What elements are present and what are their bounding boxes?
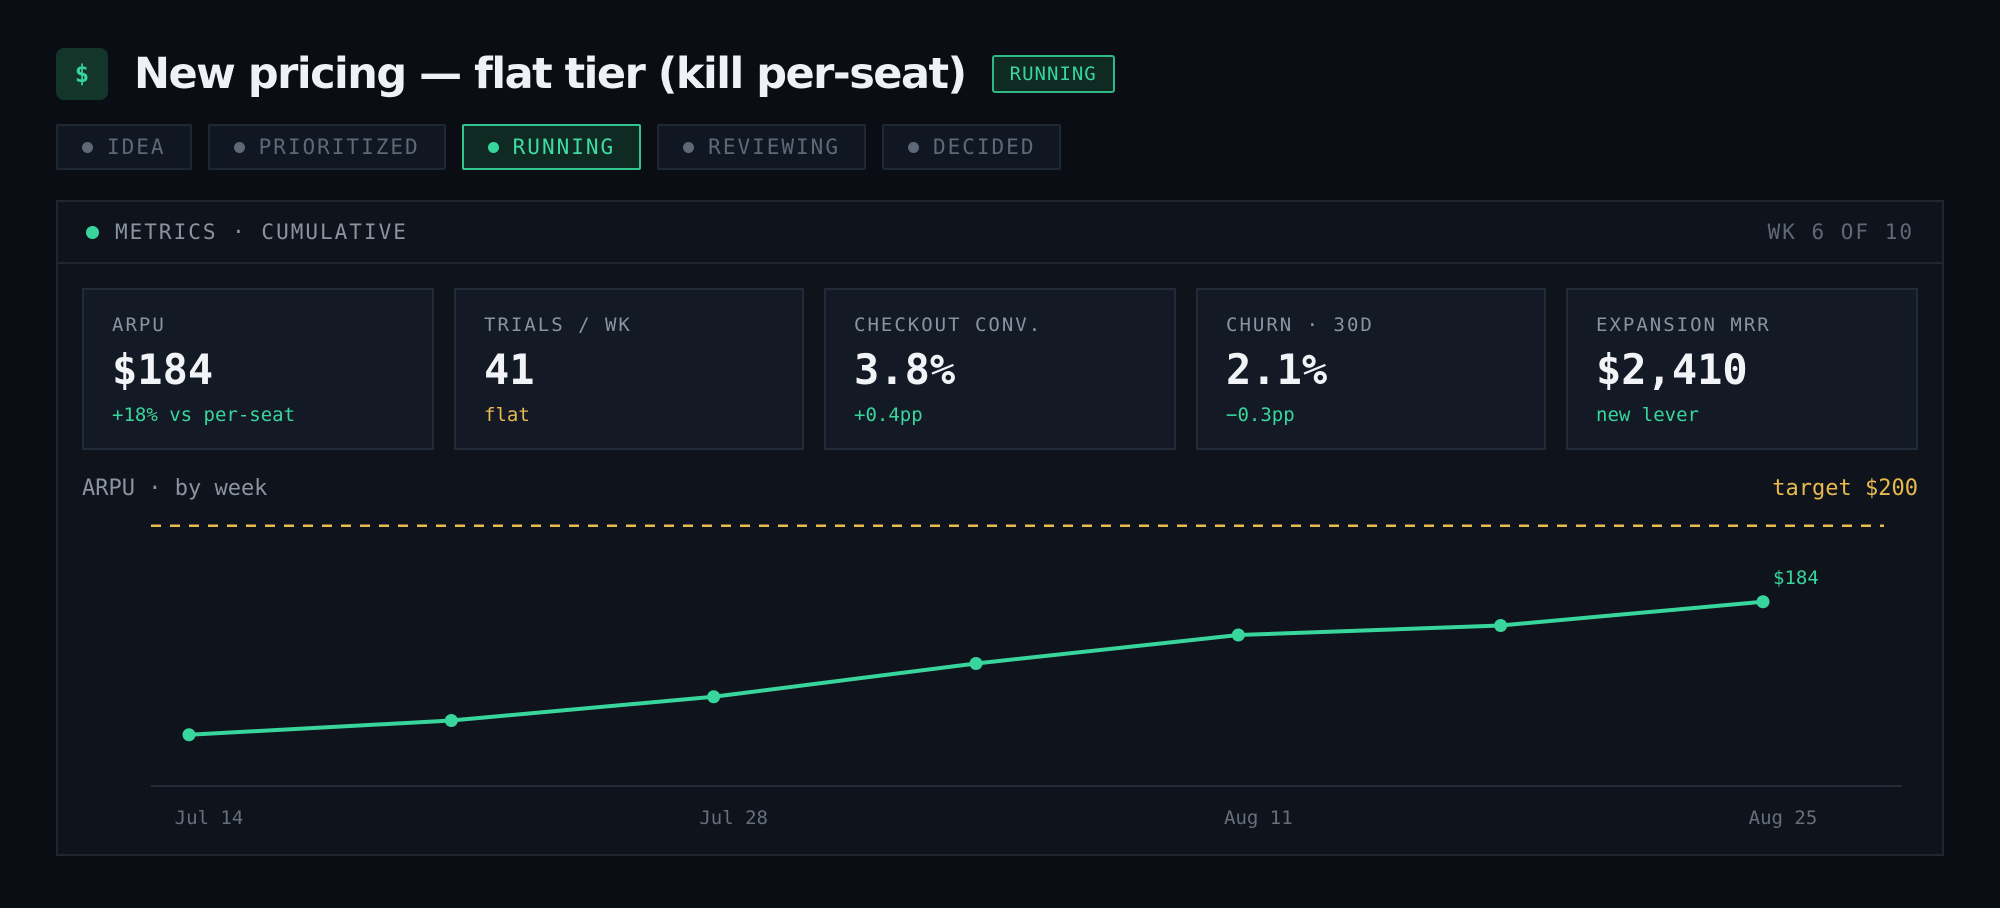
data-point	[1231, 628, 1245, 642]
kpi-delta: new lever	[1596, 404, 1699, 426]
arpu-line-chart: Jul 14 Jul 28 Aug 11 Aug 25 $184	[151, 524, 1902, 829]
data-points	[182, 595, 1770, 742]
data-point	[707, 690, 721, 704]
kpi-label: ARPU	[112, 314, 166, 336]
stage-label: DECIDED	[932, 135, 1036, 159]
data-point	[444, 714, 458, 727]
kpi-card-checkout: CHECKOUT CONV. 3.8% +0.4pp	[824, 288, 1176, 450]
x-tick-label: Jul 14	[175, 807, 244, 829]
kpi-value: 41	[484, 345, 535, 394]
data-point	[182, 728, 196, 742]
stage-tab-decided[interactable]: DECIDED	[881, 124, 1062, 170]
kpi-card-arpu: ARPU $184 +18% vs per-seat	[82, 288, 434, 450]
kpi-card-expansion: EXPANSION MRR $2,410 new lever	[1566, 288, 1918, 450]
metrics-panel: METRICS · CUMULATIVE WK 6 OF 10 ARPU $18…	[56, 200, 1944, 856]
status-badge: RUNNING	[991, 55, 1115, 93]
week-counter: WK 6 OF 10	[1767, 220, 1914, 244]
stage-label: PRIORITIZED	[258, 135, 420, 159]
x-tick-label: Aug 25	[1749, 807, 1818, 829]
chart-title: ARPU · by week	[82, 476, 268, 501]
kpi-card-churn: CHURN · 30D 2.1% −0.3pp	[1196, 288, 1546, 450]
stage-tab-reviewing[interactable]: REVIEWING	[657, 124, 866, 170]
stage-label: RUNNING	[512, 135, 616, 159]
kpi-delta: −0.3pp	[1226, 404, 1295, 426]
kpi-value: $184	[112, 345, 214, 394]
kpi-value: $2,410	[1596, 345, 1748, 394]
kpi-value: 2.1%	[1226, 345, 1328, 394]
stage-tabs: IDEA PRIORITIZED RUNNING REVIEWING DECID…	[56, 124, 1062, 170]
stage-dot-icon	[487, 141, 499, 153]
live-dot-icon	[86, 225, 99, 239]
stage-label: REVIEWING	[708, 135, 840, 159]
kpi-delta: +0.4pp	[854, 404, 923, 426]
kpi-delta: +18% vs per-seat	[112, 404, 296, 426]
kpi-label: CHURN · 30D	[1226, 314, 1374, 336]
kpi-label: CHECKOUT CONV.	[854, 314, 1043, 336]
stage-dot-icon	[233, 141, 245, 153]
kpi-label: EXPANSION MRR	[1596, 314, 1771, 336]
x-axis-ticks: Jul 14 Jul 28 Aug 11 Aug 25	[175, 807, 1818, 829]
data-point	[1756, 595, 1770, 609]
stage-tab-prioritized[interactable]: PRIORITIZED	[207, 124, 446, 170]
x-tick-label: Aug 11	[1224, 807, 1293, 829]
page-title: New pricing — flat tier (kill per-seat)	[134, 49, 967, 99]
kpi-label: TRIALS / WK	[484, 314, 632, 336]
data-point	[969, 657, 983, 670]
stage-label: IDEA	[107, 135, 166, 159]
kpi-value: 3.8%	[854, 345, 956, 394]
panel-header: METRICS · CUMULATIVE WK 6 OF 10	[58, 202, 1942, 264]
stage-dot-icon	[907, 141, 919, 153]
target-label: target $200	[1772, 476, 1918, 501]
stage-dot-icon	[683, 141, 695, 153]
panel-title: METRICS · CUMULATIVE	[115, 220, 408, 244]
kpi-row: ARPU $184 +18% vs per-seat TRIALS / WK 4…	[82, 288, 1918, 450]
data-point	[1494, 619, 1508, 632]
dollar-icon: $	[56, 48, 108, 100]
kpi-card-trials: TRIALS / WK 41 flat	[454, 288, 804, 450]
end-value-label: $184	[1773, 567, 1819, 589]
x-tick-label: Jul 28	[699, 807, 768, 829]
page-header: $ New pricing — flat tier (kill per-seat…	[56, 48, 1115, 100]
kpi-delta: flat	[484, 404, 530, 426]
stage-dot-icon	[82, 141, 93, 153]
stage-tab-running[interactable]: RUNNING	[461, 124, 642, 170]
stage-tab-idea[interactable]: IDEA	[56, 124, 192, 170]
